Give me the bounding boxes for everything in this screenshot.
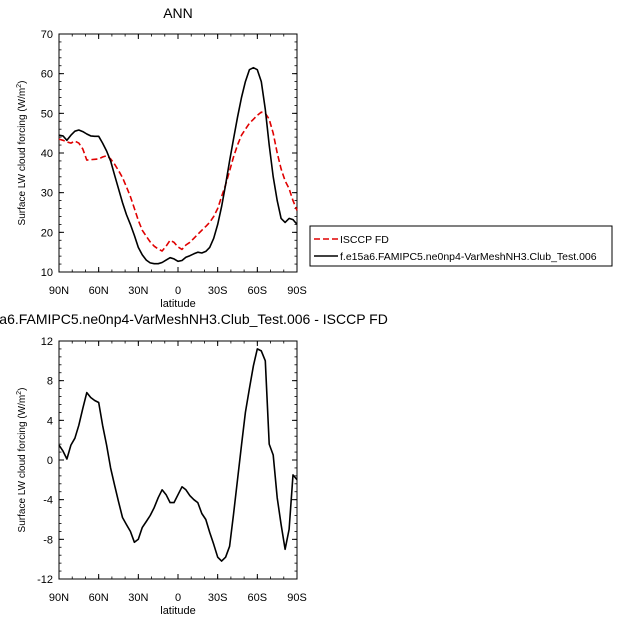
bottom-y-tick-label: -8: [43, 534, 53, 546]
top-y-tick-label: 70: [41, 29, 53, 41]
top-series-line-1: [58, 66, 298, 265]
bottom-x-tick-label: 0: [175, 592, 181, 604]
legend: ISCCP FD f.e15a6.FAMIPC5.ne0np4-VarMeshN…: [309, 225, 613, 267]
top-x-ticks: 90N 60N 30N 0 30S 60S 90S: [49, 34, 307, 297]
top-x-tick-label: 0: [175, 285, 181, 297]
top-y-ticks: 10 20 30 40 50 60 70: [41, 29, 297, 279]
bottom-plot-frame: [58, 340, 298, 580]
top-y-tick-label: 30: [41, 188, 53, 200]
bottom-x-tick-label: 90N: [49, 592, 69, 604]
top-panel: ANN 10 20 30 40 50 60 70 90N 60N 30N 0 30S 60S 90S l…: [16, 5, 307, 310]
bottom-x-ticks: 90N 60N 30N 0 30S 60S 90S: [49, 341, 307, 604]
bottom-y-tick-label: -4: [43, 495, 53, 507]
bottom-x-axis-label: latitude: [160, 605, 195, 617]
top-chart-title: ANN: [163, 5, 193, 21]
bottom-x-tick-label: 60N: [89, 592, 109, 604]
top-y-tick-label: 50: [41, 108, 53, 120]
bottom-x-tick-label: 90S: [287, 592, 307, 604]
bottom-y-tick-label: 0: [47, 455, 53, 467]
legend-box: [309, 225, 613, 267]
bottom-x-tick-label: 60S: [248, 592, 268, 604]
bottom-series-line-0: [58, 348, 298, 562]
bottom-y-ticks: -12 -8 -4 0 4 8 12: [37, 336, 297, 586]
bottom-panel: f.e15a6.FAMIPC5.ne0np4-VarMeshNH3.Club_T…: [0, 311, 388, 617]
top-x-tick-label: 30N: [128, 285, 148, 297]
top-x-tick-label: 90N: [49, 285, 69, 297]
top-x-axis-label: latitude: [160, 298, 195, 310]
bottom-y-tick-label: 12: [41, 336, 53, 348]
top-plot-frame: [58, 33, 298, 273]
bottom-x-tick-label: 30S: [208, 592, 228, 604]
top-x-tick-label: 90S: [287, 285, 307, 297]
bottom-y-tick-label: 4: [47, 415, 53, 427]
top-series-group: [58, 66, 298, 265]
top-y-tick-label: 10: [41, 267, 53, 279]
top-x-tick-label: 60N: [89, 285, 109, 297]
top-y-tick-label: 20: [41, 227, 53, 239]
top-y-tick-label: 60: [41, 69, 53, 81]
top-series-line-0: [58, 111, 298, 252]
top-x-tick-label: 30S: [208, 285, 228, 297]
legend-label-isccp-fd: ISCCP FD: [340, 234, 389, 246]
legend-label-model: f.e15a6.FAMIPC5.ne0np4-VarMeshNH3.Club_T…: [340, 251, 597, 263]
bottom-y-axis-label: Surface LW cloud forcing (W/m2): [16, 388, 28, 533]
top-x-tick-label: 60S: [248, 285, 268, 297]
bottom-y-tick-label: -12: [37, 574, 53, 586]
bottom-chart-title: f.e15a6.FAMIPC5.ne0np4-VarMeshNH3.Club_T…: [0, 311, 388, 327]
top-y-tick-label: 40: [41, 148, 53, 160]
bottom-y-tick-label: 8: [47, 376, 53, 388]
bottom-x-tick-label: 30N: [128, 592, 148, 604]
bottom-series-group: [58, 348, 298, 562]
top-y-axis-label: Surface LW cloud forcing (W/m2): [16, 81, 28, 226]
